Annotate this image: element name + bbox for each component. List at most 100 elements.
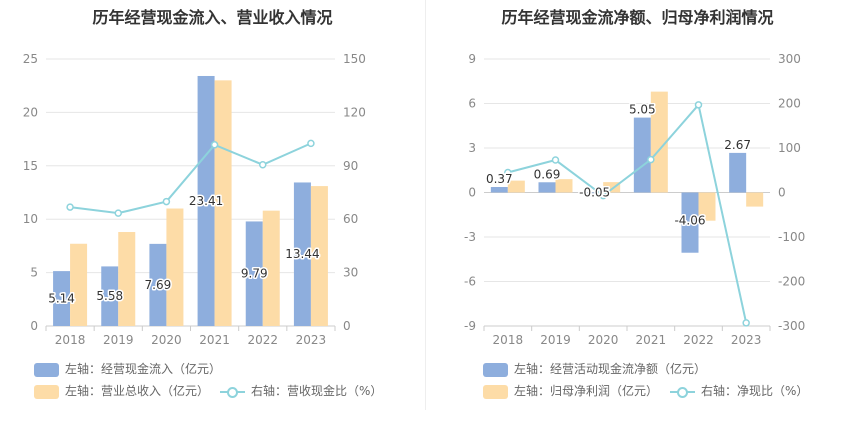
legend-label: 左轴：营业总收入（亿元） bbox=[65, 384, 210, 398]
bar-secondary bbox=[262, 210, 280, 326]
y-left-tick-label: -3 bbox=[464, 230, 476, 244]
bar-secondary bbox=[166, 208, 184, 326]
bar-secondary bbox=[70, 243, 88, 326]
y-right-tick-label: 30 bbox=[343, 266, 358, 280]
chart-plot: 0 5 10 15 20 25 0 30 60 90 120 150 2018 2019 2020 2021 2… bbox=[23, 52, 366, 347]
x-tick-label: 2018 bbox=[55, 333, 86, 347]
x-tick-label: 2021 bbox=[636, 333, 667, 347]
ratio-point bbox=[210, 141, 219, 149]
legend-item[interactable]: 右轴：营收现金比（%） bbox=[220, 383, 382, 399]
ratio-point bbox=[66, 203, 74, 211]
bar-primary bbox=[197, 75, 215, 326]
ratio-point bbox=[114, 209, 122, 217]
y-right-tick-label: 150 bbox=[343, 52, 366, 66]
y-left-tick-label: 15 bbox=[23, 159, 38, 173]
ratio-line bbox=[507, 102, 748, 324]
x-tick-label: 2023 bbox=[296, 333, 327, 347]
y-left-tick-label: 9 bbox=[468, 52, 476, 66]
x-tick-label: 2021 bbox=[199, 333, 230, 347]
data-label: 9.79 bbox=[241, 267, 268, 281]
x-tick-label: 2018 bbox=[493, 333, 524, 347]
data-label: 5.58 bbox=[96, 289, 123, 303]
y-right-tick-label: -100 bbox=[778, 230, 805, 244]
y-right-tick-label: 100 bbox=[778, 141, 801, 155]
y-right-tick-label: 300 bbox=[778, 52, 801, 66]
legend-item[interactable]: 左轴：营业总收入（亿元） bbox=[34, 383, 209, 399]
x-tick-label: 2022 bbox=[683, 333, 714, 347]
y-left-tick-label: 5 bbox=[30, 266, 38, 280]
legend-label: 左轴：归母净利润（亿元） bbox=[514, 384, 659, 398]
panel-divider bbox=[425, 0, 426, 410]
y-right-tick-label: -300 bbox=[778, 319, 805, 333]
data-label: 23.41 bbox=[189, 194, 223, 208]
chart-panel-right: 历年经营现金流净额、归母净利润情况 -9 -6 -3 0 3 6 9 -300 -200 -100… bbox=[425, 0, 850, 437]
bar-secondary bbox=[650, 91, 668, 193]
bar-primary bbox=[538, 182, 556, 193]
bar-secondary bbox=[698, 192, 716, 221]
ratio-point bbox=[259, 160, 267, 169]
ratio-point bbox=[504, 168, 512, 177]
chart-plot: -9 -6 -3 0 3 6 9 -300 -200 -100 0 100 200 300 2018 2019… bbox=[464, 52, 805, 347]
legend-item[interactable]: 左轴：经营活动现金流净额（亿元） bbox=[483, 361, 706, 377]
legend-label: 左轴：经营现金流入（亿元） bbox=[65, 362, 222, 376]
y-left-tick-label: 0 bbox=[30, 319, 38, 333]
data-label: 13.44 bbox=[285, 247, 319, 261]
y-right-tick-label: 0 bbox=[778, 186, 786, 200]
bar-primary bbox=[490, 187, 508, 193]
y-left-tick-label: 3 bbox=[468, 141, 476, 155]
x-tick-label: 2022 bbox=[247, 333, 278, 347]
bar-secondary bbox=[214, 80, 232, 326]
x-tick-label: 2023 bbox=[731, 333, 762, 347]
legend-item[interactable]: 右轴：净现比（%） bbox=[670, 383, 808, 399]
ratio-point bbox=[307, 139, 315, 148]
chart-title: 历年经营现金流净额、归母净利润情况 bbox=[501, 8, 774, 27]
bar-primary bbox=[633, 117, 651, 193]
bar-primary bbox=[681, 192, 699, 253]
y-right-tick-label: 0 bbox=[343, 319, 351, 333]
legend-line-icon bbox=[220, 385, 245, 399]
y-right-tick-label: 200 bbox=[778, 97, 801, 111]
legend-label: 右轴：净现比（%） bbox=[701, 384, 809, 398]
x-tick-label: 2020 bbox=[588, 333, 619, 347]
data-label: 0.69 bbox=[534, 167, 561, 181]
legend-item[interactable]: 左轴：经营现金流入（亿元） bbox=[34, 361, 221, 377]
bar-secondary bbox=[746, 192, 764, 207]
legend-swatch-icon bbox=[483, 384, 508, 399]
bar-primary bbox=[101, 266, 119, 326]
y-right-tick-label: -200 bbox=[778, 275, 805, 289]
y-right-tick-label: 120 bbox=[343, 105, 366, 119]
x-tick-label: 2019 bbox=[103, 333, 134, 347]
legend-item[interactable]: 左轴：归母净利润（亿元） bbox=[483, 383, 658, 399]
chart-title: 历年经营现金流入、营业收入情况 bbox=[92, 8, 333, 27]
y-left-tick-label: 0 bbox=[468, 186, 476, 200]
bar-secondary bbox=[555, 179, 573, 193]
y-right-tick-label: 90 bbox=[343, 159, 358, 173]
bar-primary bbox=[729, 152, 747, 193]
ratio-line bbox=[69, 142, 312, 215]
legend-swatch-icon bbox=[34, 362, 59, 377]
ratio-point bbox=[742, 319, 750, 327]
data-label: 0.37 bbox=[486, 172, 513, 186]
x-tick-label: 2019 bbox=[540, 333, 571, 347]
data-label: -0.05 bbox=[579, 186, 610, 200]
bar-secondary bbox=[603, 182, 621, 193]
bar-secondary bbox=[118, 232, 136, 326]
ratio-point bbox=[599, 191, 607, 200]
ratio-point bbox=[551, 156, 560, 164]
bar-primary bbox=[245, 221, 263, 326]
x-tick-label: 2020 bbox=[151, 333, 182, 347]
y-left-tick-label: 6 bbox=[468, 97, 476, 111]
y-right-tick-label: 60 bbox=[343, 212, 358, 226]
data-label: 2.67 bbox=[724, 138, 751, 152]
ratio-point bbox=[694, 101, 703, 109]
y-left-tick-label: 10 bbox=[23, 212, 38, 226]
bar-primary bbox=[586, 192, 604, 194]
data-label: -4.06 bbox=[674, 214, 705, 228]
y-left-tick-label: 20 bbox=[23, 105, 38, 119]
bar-primary bbox=[53, 271, 71, 326]
chart-panel-left: 历年经营现金流入、营业收入情况 0 5 10 15 20 25 0 30 60 90 120 150 2… bbox=[23, 8, 382, 399]
ratio-point bbox=[647, 155, 655, 164]
legend-line-icon bbox=[670, 385, 695, 399]
legend-swatch-icon bbox=[483, 362, 508, 377]
legend-label: 左轴：经营活动现金流净额（亿元） bbox=[514, 362, 707, 376]
